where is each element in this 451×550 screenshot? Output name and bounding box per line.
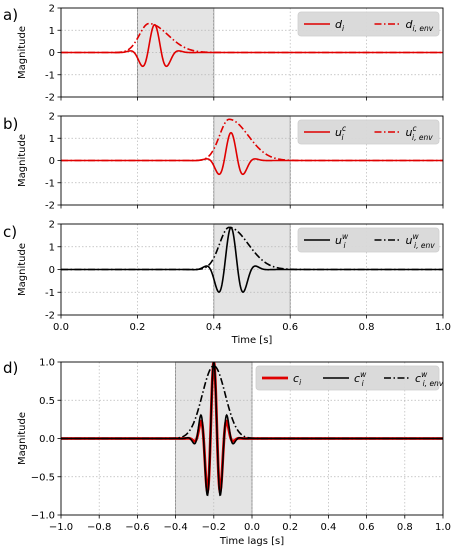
y-axis-label: Magnitude	[17, 412, 28, 465]
series-line-2	[61, 118, 443, 162]
y-tick-label: 2	[49, 4, 55, 15]
y-tick-label: -2	[45, 93, 55, 104]
x-tick-label: 0.2	[129, 322, 145, 333]
y-tick-label: 1.0	[39, 358, 55, 369]
x-tick-label: 0.2	[282, 522, 298, 533]
x-tick-label: 0.8	[359, 322, 375, 333]
panel-d: −1.0 −0.5 0.0 0.5 1.0 −1.0 −0.8 −0.6 −0.4 −0.2 0.0…	[3, 358, 451, 547]
x-tick-label: −0.2	[202, 522, 226, 533]
x-tick-label: −0.4	[163, 522, 187, 533]
y-tick-label: -1	[45, 178, 55, 189]
legend-entry: uw i	[335, 232, 349, 250]
y-tick-label: -1	[45, 70, 55, 81]
y-tick-label: 2	[49, 220, 55, 231]
x-tick-label: 1.0	[435, 322, 451, 333]
x-tick-label: 0.8	[397, 522, 413, 533]
x-tick-label: 0.0	[244, 522, 260, 533]
y-tick-label: -1	[45, 288, 55, 299]
x-tick-label: −0.6	[125, 522, 149, 533]
y-tick-label: -2	[45, 311, 55, 322]
panel-label: d)	[3, 359, 18, 377]
series-line-3	[61, 365, 443, 440]
x-tick-label: 0.4	[320, 522, 336, 533]
y-axis-label: Magnitude	[17, 26, 28, 79]
x-tick-label: 1.0	[435, 522, 451, 533]
y-tick-label: 0.0	[39, 434, 55, 445]
y-tick-label: -2	[45, 201, 55, 212]
legend-entry: di	[335, 18, 345, 33]
legend-box	[297, 227, 440, 253]
x-tick-label: 0.6	[359, 522, 375, 533]
x-tick-label: −1.0	[49, 522, 73, 533]
legend-box	[297, 119, 440, 145]
y-tick-label: 0.5	[39, 396, 55, 407]
legend-entry: uw i, env	[406, 232, 436, 250]
y-tick-label: 0	[49, 48, 55, 59]
legend-entry: uc i, env	[406, 124, 434, 142]
y-tick-label: 1	[49, 26, 55, 37]
x-axis-label: Time lags [s]	[219, 536, 284, 547]
x-tick-label: 0.0	[53, 322, 69, 333]
legend-entry: ci	[293, 372, 302, 387]
y-tick-label: −0.5	[31, 472, 55, 483]
y-tick-label: 2	[49, 112, 55, 123]
x-tick-label: −0.8	[87, 522, 111, 533]
panel-label: b)	[3, 115, 18, 133]
y-tick-label: 1	[49, 242, 55, 253]
panel-a: -2 -1 0 1 2 Magnitude a) di di, env	[3, 4, 444, 104]
y-axis-label: Magnitude	[17, 243, 28, 296]
y-tick-label: −1.0	[31, 511, 55, 522]
panel-label: a)	[3, 6, 18, 24]
y-axis-label: Magnitude	[17, 134, 28, 187]
y-tick-label: 1	[49, 134, 55, 145]
legend-entry: di, env	[406, 18, 434, 33]
panel-c: -2 -1 0 1 2 0.0 0.2 0.4 0.6 0.8 1.0 Magnitude Time […	[3, 220, 451, 346]
legend-entry: uc i	[335, 124, 347, 142]
legend-entry: cw i, env	[415, 370, 444, 388]
x-axis-label: Time [s]	[231, 335, 273, 346]
y-tick-label: 0	[49, 156, 55, 167]
x-tick-label: 0.6	[282, 322, 298, 333]
x-tick-label: 0.4	[206, 322, 222, 333]
legend-box	[297, 11, 440, 37]
legend-entry: cw i	[354, 370, 367, 388]
y-tick-label: 0	[49, 265, 55, 276]
series-line-2	[61, 226, 443, 271]
series-line-2	[61, 22, 443, 54]
panel-label: c)	[3, 223, 17, 241]
